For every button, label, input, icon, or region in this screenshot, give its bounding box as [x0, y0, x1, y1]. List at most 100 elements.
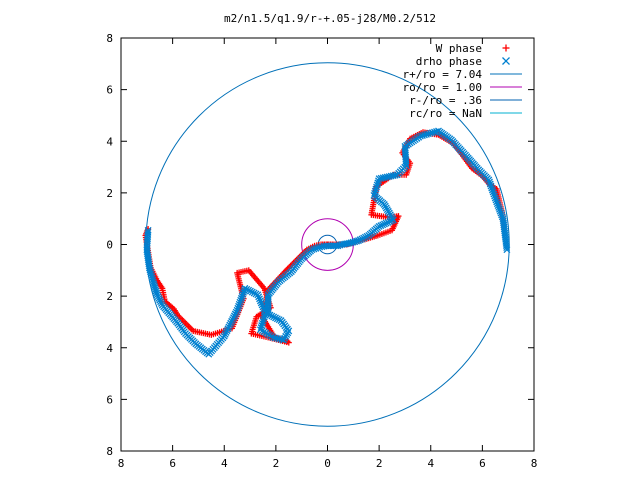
drho-phase-point [228, 317, 236, 325]
drho-phase-point [491, 194, 499, 202]
drho-phase-point [148, 272, 156, 280]
drho-phase-point [256, 297, 264, 305]
x-tick-label: 2 [273, 457, 280, 470]
drho-phase-point [312, 244, 320, 252]
drho-phase-point [260, 313, 268, 321]
drho-phase-point [237, 294, 245, 302]
drho-phase-point [230, 314, 237, 322]
drho-phase-point [258, 319, 266, 327]
y-tick-label: 2 [106, 290, 113, 303]
y-tick-label: 8 [106, 32, 113, 45]
drho-phase-point [375, 177, 382, 185]
drho-phase-point [486, 178, 494, 186]
drho-phase-point [237, 296, 245, 304]
drho-phase-point [371, 187, 379, 195]
drho-phase-point [150, 280, 158, 288]
drho-phase-point [429, 129, 436, 137]
drho-phase-point [258, 301, 266, 309]
drho-phase-point [147, 270, 155, 278]
legend-label: r+/ro = 7.04 [403, 68, 483, 81]
drho-phase-point [226, 321, 234, 329]
drho-phase-point [271, 334, 279, 342]
drho-phase-point [422, 130, 430, 138]
drho-phase-point [223, 327, 231, 335]
y-tick-label: 6 [106, 84, 113, 97]
drho-phase-point [492, 196, 500, 204]
drho-phase-point [373, 181, 381, 189]
drho-phase-point [254, 291, 262, 299]
drho-phase-point [241, 284, 249, 292]
drho-phase-point [221, 330, 229, 338]
drho-phase-point [379, 221, 387, 229]
drho-phase-point [266, 311, 274, 319]
data-points [142, 127, 511, 358]
drho-phase-point [224, 325, 232, 333]
drho-phase-point [424, 130, 432, 138]
drho-phase-point [314, 244, 322, 252]
drho-phase-point [487, 182, 495, 190]
drho-phase-point [236, 298, 244, 306]
legend-label: r-/ro = .36 [409, 94, 482, 107]
drho-phase-point [149, 278, 157, 286]
drho-phase-point [498, 211, 506, 219]
drho-phase-point [494, 202, 502, 210]
legend-label: W phase [436, 42, 482, 55]
drho-phase-point [431, 128, 438, 136]
x-tick-label: 4 [427, 457, 434, 470]
drho-phase-point [418, 132, 426, 139]
drho-phase-point [144, 226, 152, 234]
drho-phase-point [232, 308, 240, 316]
drho-phase-point [258, 322, 266, 329]
drho-phase-point [260, 305, 268, 313]
drho-phase-point [496, 207, 504, 215]
drho-phase-point [250, 289, 258, 297]
drho-phase-point [486, 180, 494, 188]
drho-phase-point [262, 309, 270, 317]
drho-phase-point [490, 190, 498, 198]
legend-marker-sample [502, 44, 510, 52]
x-tick-label: 0 [324, 457, 331, 470]
drho-phase-point [270, 313, 278, 321]
drho-phase-point [240, 286, 248, 294]
drho-phase-point [316, 243, 324, 251]
drho-phase-point [338, 241, 346, 248]
drho-phase-point [427, 129, 434, 137]
drho-phase-point [225, 323, 233, 331]
drho-phase-point [402, 160, 410, 168]
drho-phase-point [147, 268, 154, 276]
drho-phase-point [493, 198, 501, 206]
x-tick-label: 6 [169, 457, 176, 470]
drho-phase-point [238, 292, 246, 300]
drho-phase-point [310, 245, 318, 253]
drho-phase-point [420, 131, 428, 139]
drho-phase-point [259, 317, 267, 325]
drho-phase-point [240, 288, 247, 296]
legend-marker-sample [502, 57, 510, 65]
drho-phase-point [491, 192, 499, 200]
drho-phase-point [497, 209, 505, 217]
drho-phase-point [373, 183, 381, 191]
drho-phase-point [488, 186, 496, 194]
drho-phase-point [268, 312, 276, 320]
chart-title: m2/n1.5/q1.9/r-+.05-j28/M0.2/512 [224, 12, 436, 25]
drho-phase-point [257, 299, 265, 307]
x-tick-label: 6 [479, 457, 486, 470]
y-tick-label: 2 [106, 187, 113, 200]
drho-phase-point [246, 287, 254, 295]
drho-phase-point [493, 200, 501, 208]
drho-phase-point [374, 179, 382, 187]
drho-phase-point [499, 215, 507, 223]
y-tick-label: 8 [106, 445, 113, 458]
x-tick-label: 8 [531, 457, 538, 470]
drho-phase-point [248, 288, 256, 296]
x-tick-label: 8 [118, 457, 125, 470]
drho-phase-point [489, 188, 497, 196]
drho-phase-point [229, 316, 237, 324]
x-tick-label: 2 [376, 457, 383, 470]
drho-phase-point [257, 324, 265, 332]
drho-phase-point [252, 290, 260, 298]
drho-phase-point [144, 228, 152, 236]
drho-phase-point [384, 218, 392, 226]
drho-phase-point [389, 216, 397, 224]
